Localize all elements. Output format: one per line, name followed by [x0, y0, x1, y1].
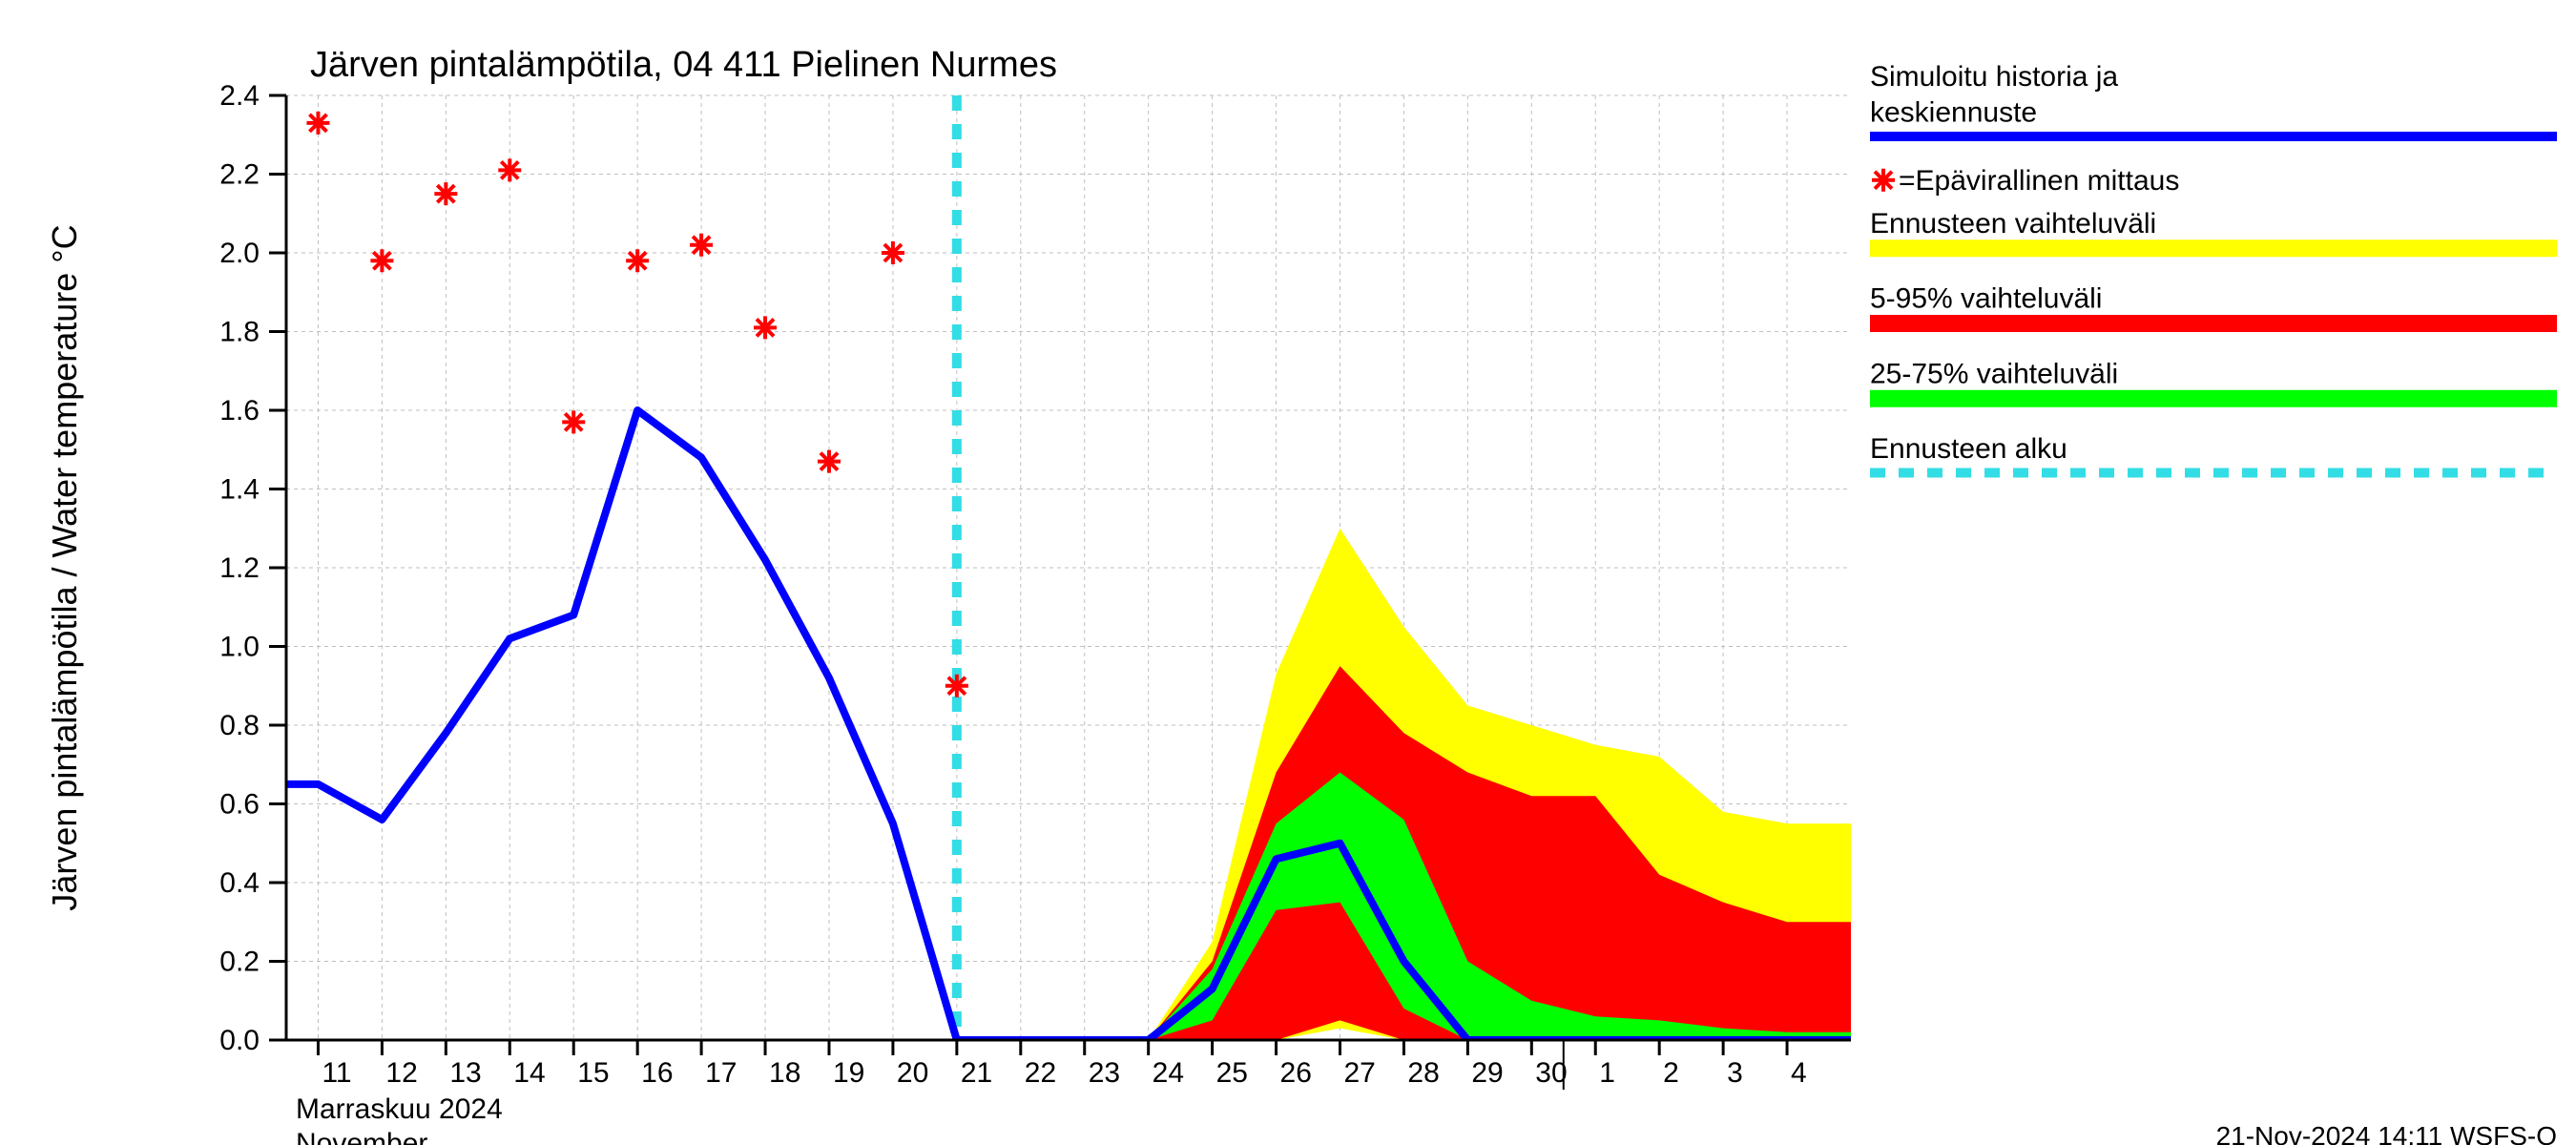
x-tick-label: 2	[1663, 1057, 1679, 1089]
x-tick-label: 22	[1025, 1057, 1056, 1089]
measurement-marker	[882, 241, 904, 264]
y-tick-label: 2.4	[219, 80, 260, 112]
measurement-marker	[626, 249, 649, 272]
y-tick-label: 1.0	[219, 632, 260, 663]
measurement-marker	[818, 450, 841, 473]
x-tick-label: 1	[1599, 1057, 1615, 1089]
x-tick-label: 13	[449, 1057, 481, 1089]
chart-svg: 0.0 0.2 0.4 0.6 0.8 1.0 1.2 1.4 1.6 1.8 2.0 2.2 2.4 1…	[0, 0, 2576, 1145]
measurement-marker	[690, 234, 713, 257]
legend-label: =Epävirallinen mittaus	[1899, 165, 2179, 197]
x-tick-label: 17	[705, 1057, 737, 1089]
x-tick-label: 12	[385, 1057, 417, 1089]
x-tick-label: 23	[1089, 1057, 1120, 1089]
y-tick-label: 1.2	[219, 552, 260, 584]
legend-sample-block	[1870, 315, 2557, 332]
y-tick-label: 0.0	[219, 1025, 260, 1056]
measurement-marker	[498, 158, 521, 181]
y-tick-label: 0.6	[219, 789, 260, 821]
x-tick-label: 30	[1535, 1057, 1567, 1089]
x-month-fi: Marraskuu 2024	[296, 1093, 503, 1125]
timestamp: 21-Nov-2024 14:11 WSFS-O	[2216, 1121, 2557, 1145]
y-axis-label: Järven pintalämpötila / Water temperatur…	[45, 224, 84, 910]
legend-label: 5-95% vaihteluväli	[1870, 283, 2102, 315]
x-tick-label: 19	[833, 1057, 864, 1089]
y-tick-label: 1.6	[219, 395, 260, 427]
y-tick-label: 2.2	[219, 159, 260, 191]
legend-label: Simuloitu historia ja	[1870, 61, 2118, 93]
x-tick-label: 21	[961, 1057, 992, 1089]
measurement-marker	[1872, 169, 1895, 192]
x-month-en: November	[296, 1128, 427, 1145]
x-tick-label: 4	[1791, 1057, 1807, 1089]
x-tick-label: 29	[1471, 1057, 1503, 1089]
legend-label: Ennusteen vaihteluväli	[1870, 208, 2156, 239]
measurement-marker	[945, 675, 968, 697]
measurement-marker	[306, 112, 329, 135]
y-tick-label: 0.4	[219, 867, 260, 899]
measurement-marker	[434, 182, 457, 205]
x-tick-label: 27	[1343, 1057, 1375, 1089]
x-tick-label: 15	[577, 1057, 609, 1089]
measurement-marker	[562, 410, 585, 433]
y-tick-label: 0.8	[219, 710, 260, 741]
x-tick-label: 14	[513, 1057, 545, 1089]
legend-sample-block	[1870, 239, 2557, 257]
x-tick-label: 3	[1727, 1057, 1743, 1089]
y-tick-label: 1.4	[219, 474, 260, 506]
y-tick-label: 0.2	[219, 947, 260, 978]
measurement-marker	[370, 249, 393, 272]
x-tick-label: 20	[897, 1057, 928, 1089]
y-tick-label: 1.8	[219, 317, 260, 348]
x-tick-label: 24	[1153, 1057, 1184, 1089]
x-tick-label: 26	[1280, 1057, 1312, 1089]
legend-label: 25-75% vaihteluväli	[1870, 358, 2118, 389]
x-tick-label: 25	[1216, 1057, 1248, 1089]
chart-root: 0.0 0.2 0.4 0.6 0.8 1.0 1.2 1.4 1.6 1.8 2.0 2.2 2.4 1…	[0, 0, 2576, 1145]
legend-label: Ennusteen alku	[1870, 433, 2067, 465]
x-tick-label: 18	[769, 1057, 800, 1089]
y-tick-label: 2.0	[219, 238, 260, 269]
legend-sample-block	[1870, 390, 2557, 407]
x-tick-label: 16	[641, 1057, 673, 1089]
legend-label: keskiennuste	[1870, 97, 2037, 129]
x-tick-label: 28	[1407, 1057, 1439, 1089]
measurement-marker	[754, 316, 777, 339]
x-tick-label: 11	[322, 1057, 351, 1089]
chart-title: Järven pintalämpötila, 04 411 Pielinen N…	[310, 45, 1057, 85]
